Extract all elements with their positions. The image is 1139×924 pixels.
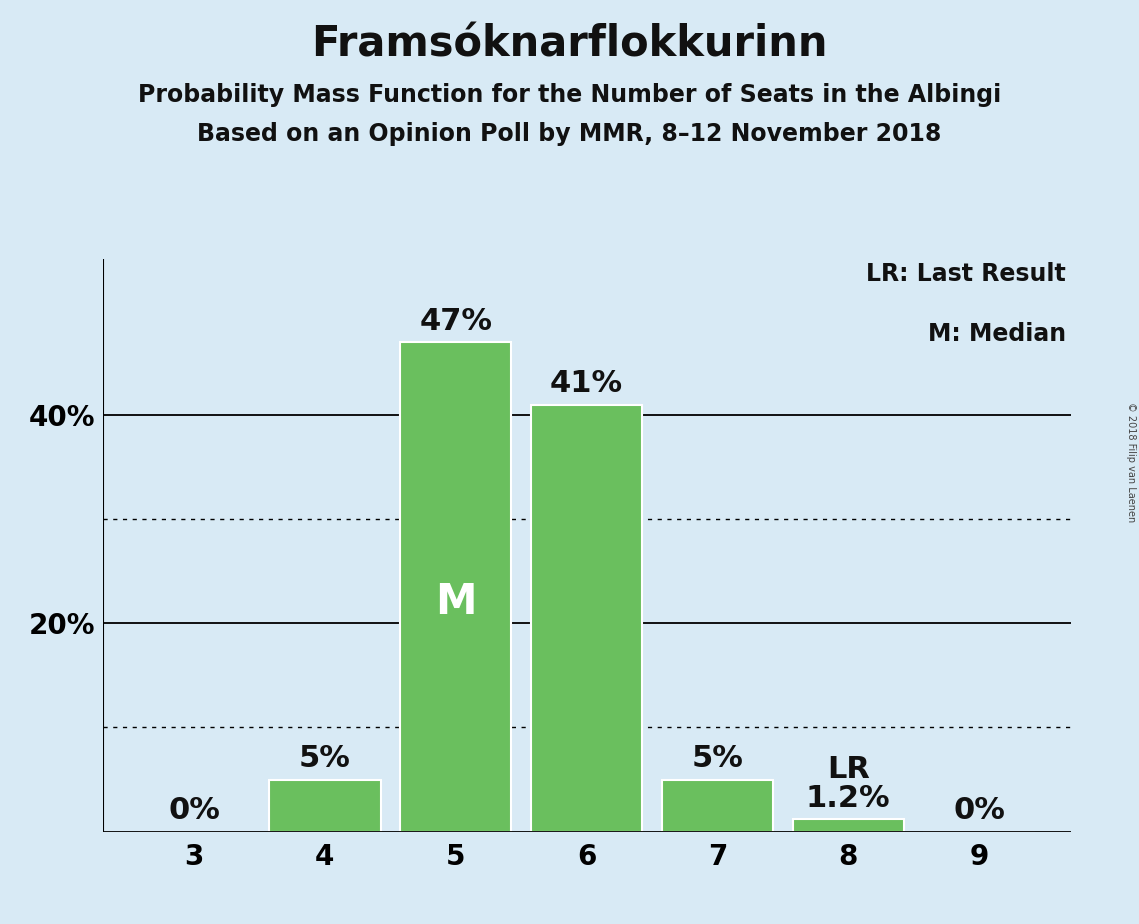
Text: 47%: 47% bbox=[419, 307, 492, 335]
Text: M: M bbox=[435, 581, 476, 624]
Text: 5%: 5% bbox=[691, 744, 744, 773]
Text: 0%: 0% bbox=[953, 796, 1005, 825]
Bar bbox=[531, 405, 642, 832]
Text: LR: Last Result: LR: Last Result bbox=[866, 261, 1066, 286]
Text: Based on an Opinion Poll by MMR, 8–12 November 2018: Based on an Opinion Poll by MMR, 8–12 No… bbox=[197, 122, 942, 146]
Text: © 2018 Filip van Laenen: © 2018 Filip van Laenen bbox=[1126, 402, 1136, 522]
Text: Framsóknarflokkurinn: Framsóknarflokkurinn bbox=[311, 23, 828, 65]
Text: LR: LR bbox=[827, 755, 870, 784]
Text: 0%: 0% bbox=[169, 796, 220, 825]
Bar bbox=[400, 342, 511, 832]
Text: Probability Mass Function for the Number of Seats in the Albingi: Probability Mass Function for the Number… bbox=[138, 83, 1001, 107]
Text: 5%: 5% bbox=[298, 744, 351, 773]
Text: M: Median: M: Median bbox=[927, 322, 1066, 346]
Text: 41%: 41% bbox=[550, 370, 623, 398]
Bar bbox=[269, 780, 380, 832]
Text: 1.2%: 1.2% bbox=[806, 784, 891, 813]
Bar bbox=[662, 780, 773, 832]
Bar bbox=[793, 819, 904, 832]
